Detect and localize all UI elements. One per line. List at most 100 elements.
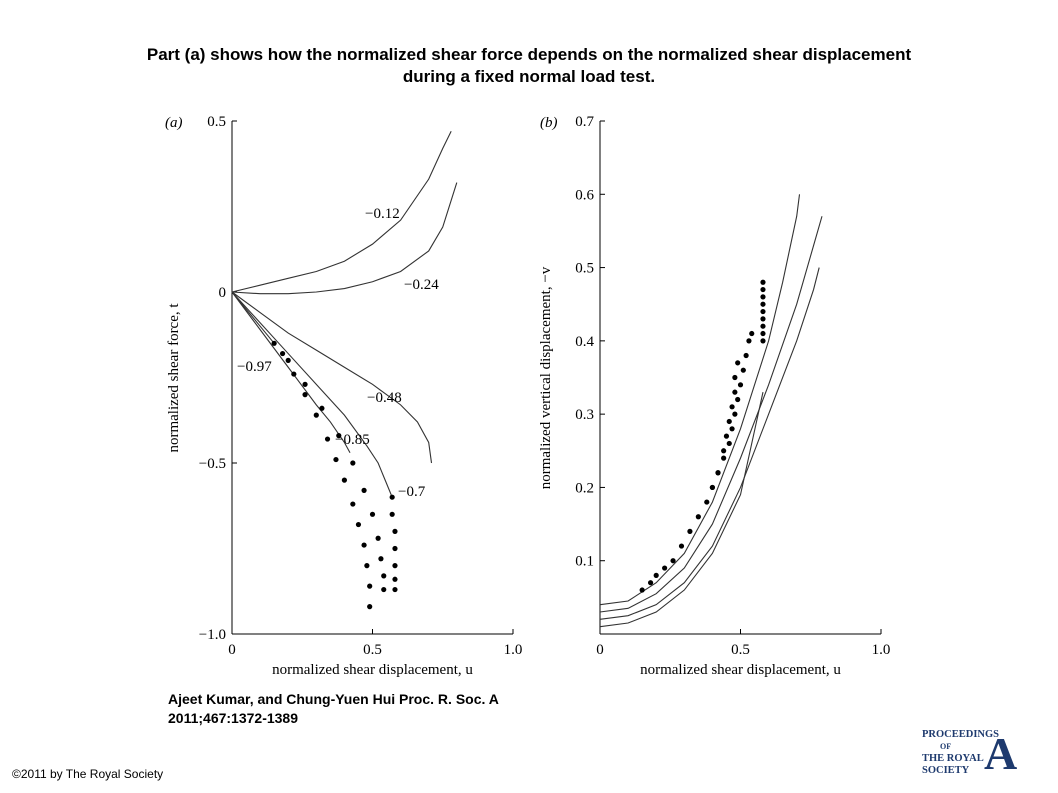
series-line [231,291,275,344]
data-point [302,392,308,398]
citation-line2: 2011;467:1372-1389 [168,710,299,726]
series-label: −0.48 [367,390,402,406]
data-point [726,440,732,447]
data-point [760,286,766,293]
series-line [599,267,820,620]
data-point [333,456,339,463]
x-axis-label: normalized shear displacement, u [640,662,841,678]
figure-title-line2: during a fixed normal load test. [402,67,656,86]
data-point [361,487,367,493]
data-point [760,316,766,322]
data-point [319,405,325,411]
data-point [735,360,741,366]
data-point [367,583,373,589]
y-tick-label: 0 [219,285,227,301]
data-point [350,501,356,507]
data-point [760,308,766,315]
series-line [599,216,823,613]
data-point [760,301,766,307]
data-point [302,381,308,387]
citation: Ajeet Kumar, and Chung-Yuen Hui Proc. R.… [168,690,499,728]
logo-text: PROCEEDINGS OF THE ROYAL SOCIETY [922,729,999,777]
data-point [704,499,710,505]
data-point [355,521,362,528]
data-point [378,556,384,562]
x-axis-label: normalized shear displacement, u [272,662,473,678]
data-point [350,460,356,466]
data-point [729,426,735,432]
series-label: −0.97 [237,359,272,375]
data-point [729,404,735,410]
data-point [336,433,342,439]
data-point [367,604,373,610]
data-point [392,528,398,535]
x-tick-label: 0.5 [731,642,750,658]
data-point [285,357,291,363]
panel-label: (a) [165,115,183,131]
data-point [760,338,766,344]
x-tick-label: 1.0 [504,642,523,658]
series-label: −0.7 [398,484,426,500]
data-point [732,389,738,395]
citation-line1: Ajeet Kumar, and Chung-Yuen Hui Proc. R.… [168,691,499,707]
y-tick-label: 0.6 [575,187,594,203]
data-point [271,340,277,346]
data-point [647,580,654,586]
data-point [361,542,367,548]
copyright-notice: ©2011 by The Royal Society [12,767,164,781]
y-tick-label: 0.3 [575,407,594,423]
series-line [599,392,764,628]
data-point [723,433,730,439]
y-tick-label: −0.5 [199,456,226,472]
data-point [737,382,744,388]
figure-title-line1: Part (a) shows how the normalized shear … [146,45,912,64]
data-point [653,572,659,578]
data-point [695,514,701,520]
data-point [389,494,395,500]
figure-title: Part (a) shows how the normalized shear … [20,44,1038,88]
data-point [381,586,387,593]
data-point [746,338,752,344]
data-point [364,563,370,569]
y-tick-label: −1.0 [199,627,226,643]
logo-line3: THE ROYAL [922,753,984,764]
data-point [709,484,716,491]
data-point [721,448,727,454]
data-point [670,558,676,564]
data-point [639,587,645,593]
data-point [760,294,766,300]
data-point [760,279,766,285]
data-point [760,330,766,337]
data-point [389,511,395,517]
data-point [726,418,732,425]
logo-letter: A [984,728,1018,779]
data-point [732,411,738,417]
data-point [740,367,746,373]
series-label: −0.24 [404,277,439,293]
data-point [324,436,331,442]
x-tick-label: 0 [228,642,236,658]
data-point [381,573,387,579]
data-point [662,565,668,571]
logo-line1: PROCEEDINGS [922,729,1000,740]
journal-logo: PROCEEDINGS OF THE ROYAL SOCIETY A [918,725,1038,781]
data-point [279,350,286,357]
data-point [721,455,727,461]
chart-panel-b: (b) 0 0.5 1.0 0.1 0.2 0.3 0.4 0.5 0.6 0.7 normalize… [538,114,890,678]
data-point [392,545,398,552]
data-point [369,511,376,517]
y-tick-label: 0.2 [575,480,594,496]
y-tick-label: 0.7 [575,114,594,130]
data-point [291,371,297,377]
data-point [392,563,398,569]
series-line [231,291,433,464]
data-point [392,586,398,593]
data-point [375,535,381,541]
data-point [392,576,398,582]
data-point [715,470,721,476]
logo-line2: OF [940,742,952,751]
y-tick-label: 0.5 [575,261,594,277]
y-tick-label: 0.4 [575,334,594,350]
data-point [735,396,741,403]
chart-panel-a: (a) 0 0.5 1.0 −1.0 −0.5 0 0.5 normalized shear d… [165,114,522,678]
